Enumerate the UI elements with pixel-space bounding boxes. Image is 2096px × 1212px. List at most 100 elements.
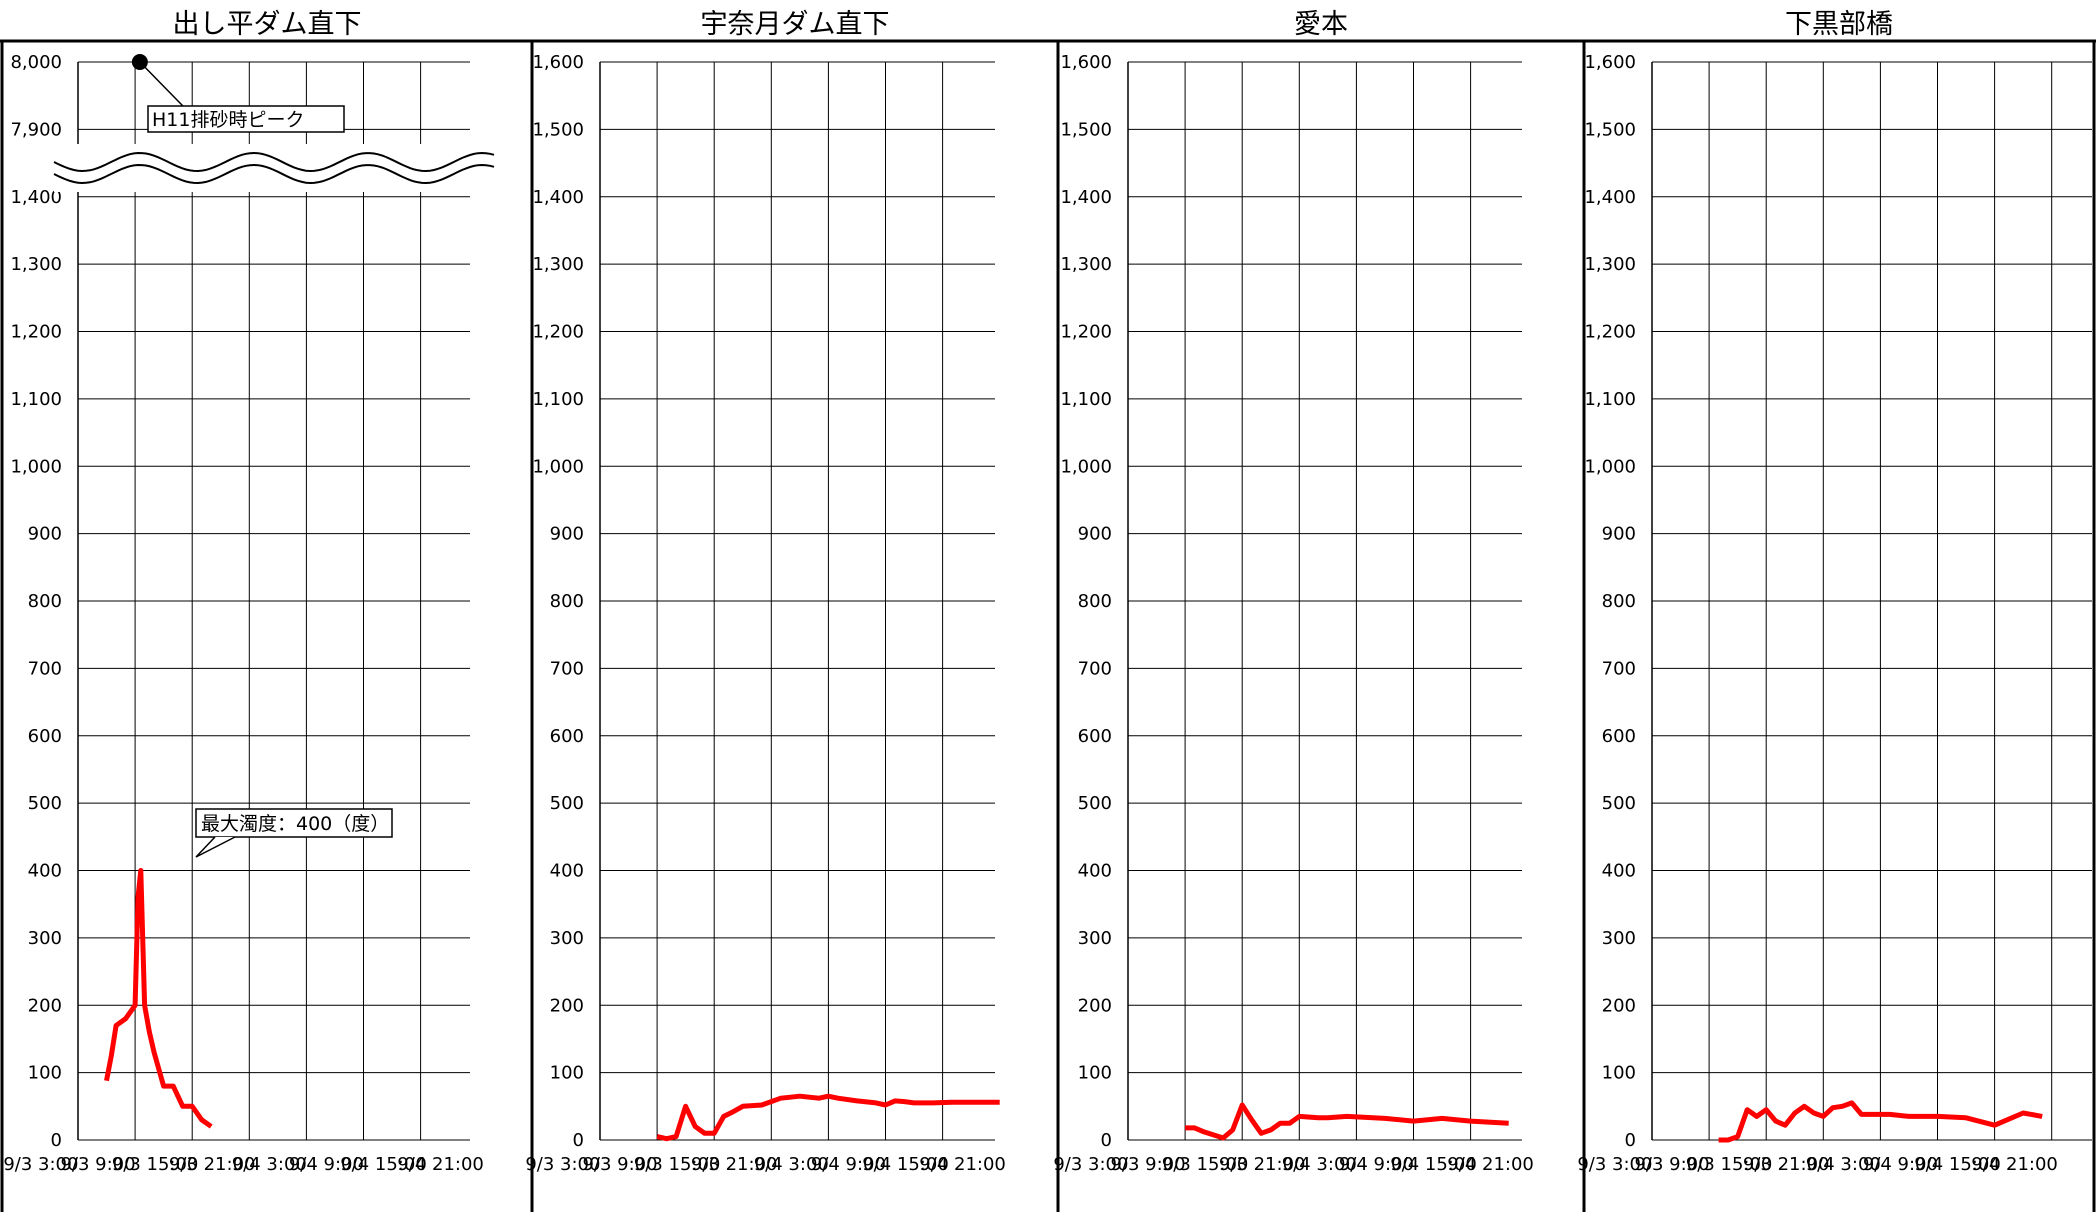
y-tick-label: 900 [28,524,62,545]
callout-pointer [139,61,187,109]
y-tick-label: 1,500 [532,119,584,140]
y-tick-label: 1,600 [1060,52,1112,73]
y-tick-label: 1,500 [1584,119,1636,140]
y-tick-label: 200 [1078,995,1112,1016]
x-tick-label: 9/4 15:00 [1914,1154,2001,1175]
y-tick-label: 100 [550,1063,584,1084]
y-tick-label: 1,200 [10,322,62,343]
y-tick-label: 500 [550,793,584,814]
y-tick-label: 200 [1602,995,1636,1016]
y-tick-label: 700 [1078,658,1112,679]
y-tick-label: 800 [550,591,584,612]
y-tick-label: 1,000 [10,456,62,477]
y-tick-label: 1,400 [10,187,62,208]
x-tick-label: 9/3 9:00 [1110,1154,1185,1175]
y-tick-label: 100 [1078,1063,1112,1084]
x-tick-label: 9/3 21:00 [1219,1154,1306,1175]
y-tick-label: 700 [550,658,584,679]
x-tick-label: 9/3 15:00 [1686,1154,1773,1175]
x-tick-label: 9/3 21:00 [1743,1154,1830,1175]
y-tick-label: 600 [1602,726,1636,747]
x-tick-label: 9/3 3:00 [3,1154,78,1175]
y-tick-label: 800 [28,591,62,612]
x-tick-label: 9/3 3:00 [1577,1154,1652,1175]
panel-title: 出し平ダム直下 [173,9,362,40]
y-tick-label: 500 [1078,793,1112,814]
x-tick-label: 9/4 9:00 [811,1154,886,1175]
y-tick-label: 900 [1602,524,1636,545]
x-tick-label: 9/4 21:00 [919,1154,1006,1175]
callout-pointer [195,836,236,858]
x-tick-label: 9/3 15:00 [634,1154,721,1175]
x-tick-label: 9/4 3:00 [754,1154,829,1175]
chart-panel: 愛本 0 100 200 300 400 500 600 700 800 900 1,000 1,100… [1053,9,1534,1175]
x-tick-label: 9/4 15:00 [340,1154,427,1175]
y-tick-label: 1,100 [532,389,584,410]
y-tick-label: 600 [1078,726,1112,747]
y-tick-label: 700 [28,658,62,679]
y-tick-label: 500 [1602,793,1636,814]
y-tick-label: 400 [1078,861,1112,882]
y-tick-label: 1,300 [10,254,62,275]
y-tick-label: 1,200 [1584,322,1636,343]
y-tick-label: 1,400 [1584,187,1636,208]
x-tick-label: 9/4 21:00 [1971,1154,2058,1175]
y-tick-label: 100 [28,1063,62,1084]
data-series-line [1718,1100,2043,1143]
chart-panel: 出し平ダム直下 0 100 200 300 400 500 600 700 800 900 1,000… [3,9,495,1175]
y-tick-label: 0 [51,1130,62,1151]
x-tick-label: 9/4 9:00 [1863,1154,1938,1175]
callout-label: H11排砂時ピーク [152,109,304,131]
y-tick-label: 1,400 [532,187,584,208]
axis-break-wave [53,151,495,173]
x-tick-label: 9/3 3:00 [1053,1154,1128,1175]
callout-box [195,808,393,838]
x-tick-label: 9/3 15:00 [1162,1154,1249,1175]
y-tick-label: 1,100 [10,389,62,410]
y-tick-label: 1,000 [532,456,584,477]
y-tick-label: 600 [550,726,584,747]
data-series-line [104,868,213,1129]
y-tick-label: 700 [1602,658,1636,679]
data-series-line [656,1093,1000,1142]
y-tick-label: 1,300 [1584,254,1636,275]
y-tick-label: 1,000 [1060,456,1112,477]
axis-break-wave [53,163,495,185]
panel-title: 宇奈月ダム直下 [701,9,890,40]
x-tick-label: 9/4 3:00 [1282,1154,1357,1175]
x-tick-label: 9/4 3:00 [232,1154,307,1175]
y-tick-label: 300 [1078,928,1112,949]
x-tick-label: 9/4 9:00 [1339,1154,1414,1175]
x-tick-label: 9/3 21:00 [691,1154,778,1175]
y-tick-label: 200 [550,995,584,1016]
y-tick-label: 200 [28,995,62,1016]
y-tick-label: 400 [28,861,62,882]
y-tick-label: 300 [550,928,584,949]
panel-title: 愛本 [1294,9,1348,40]
y-tick-label: 800 [1078,591,1112,612]
x-tick-label: 9/4 9:00 [289,1154,364,1175]
x-tick-label: 9/3 21:00 [169,1154,256,1175]
chart-panels: 出し平ダム直下 0 100 200 300 400 500 600 700 800 900 1,000… [0,9,2096,1212]
x-tick-label: 9/4 21:00 [1447,1154,1534,1175]
x-tick-label: 9/3 3:00 [525,1154,600,1175]
y-tick-label: 400 [1602,861,1636,882]
callout-box [147,105,345,133]
y-tick-label: 1,100 [1584,389,1636,410]
y-tick-label: 7,900 [10,119,62,140]
y-tick-label: 0 [573,1130,584,1151]
x-tick-label: 9/4 21:00 [397,1154,484,1175]
y-tick-label: 600 [28,726,62,747]
chart-panel: 下黒部橋 0 100 200 300 400 500 600 700 800 900 1,000 1,1… [1577,9,2092,1175]
data-series-line [1185,1102,1509,1141]
chart-panel: 宇奈月ダム直下 0 100 200 300 400 500 600 700 800 900 1,000… [525,9,1006,1175]
axis-break-mask [54,144,495,192]
y-tick-label: 1,500 [1060,119,1112,140]
y-tick-label: 900 [1078,524,1112,545]
y-tick-label: 300 [28,928,62,949]
x-tick-label: 9/3 9:00 [1634,1154,1709,1175]
y-tick-label: 1,200 [1060,322,1112,343]
y-tick-label: 400 [550,861,584,882]
y-tick-label: 1,100 [1060,389,1112,410]
y-tick-label: 1,000 [1584,456,1636,477]
